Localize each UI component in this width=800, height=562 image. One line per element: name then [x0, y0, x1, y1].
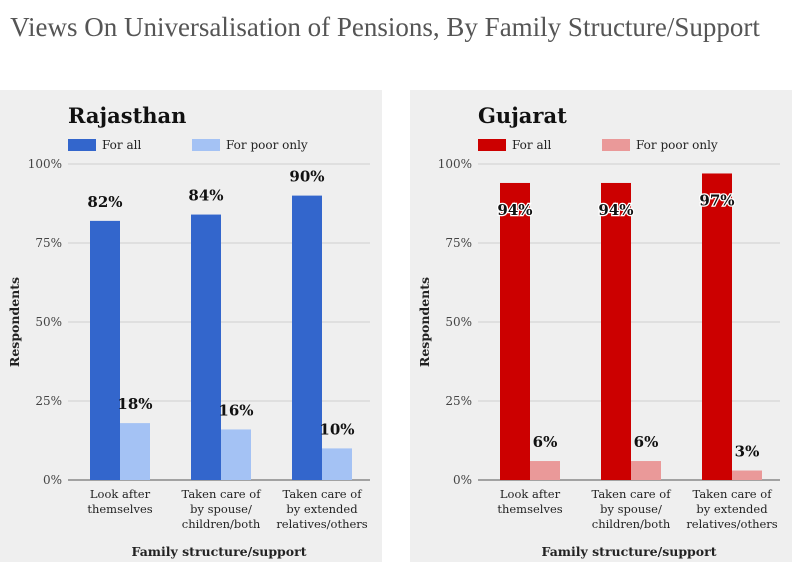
- data-label-for-all-0: 94%: [497, 201, 532, 219]
- y-axis-title: Respondents: [7, 277, 22, 367]
- x-tick-label-2: Taken care of by extended relatives/others: [686, 487, 777, 531]
- chart-panel-gujarat: Gujarat For all For poor only 0% 25% 50% 75% 10…: [410, 90, 792, 562]
- x-tick-label-0: Look after themselves: [87, 487, 152, 516]
- x-tick-label-1: Taken care of by spouse/children/both: [592, 487, 672, 531]
- legend-label-for-poor-only: For poor only: [636, 138, 718, 152]
- page-title: Views On Universalisation of Pensions, B…: [10, 12, 760, 42]
- y-tick-label: 0%: [453, 473, 472, 487]
- y-tick-label: 50%: [445, 315, 472, 329]
- bar-for-poor-only-2: [732, 470, 762, 480]
- bar-for-all-2: [292, 195, 322, 480]
- chart-panel-rajasthan: Rajasthan For all For poor only 0% 25% 50% 75%…: [0, 90, 382, 562]
- x-axis-title: Family structure/support: [542, 544, 717, 559]
- data-label-for-poor-only-1: 16%: [218, 401, 253, 419]
- bar-for-all-1: [601, 182, 631, 480]
- data-label-for-all-2: 97%: [699, 191, 734, 209]
- bar-for-poor-only-0: [120, 423, 150, 480]
- y-tick-label: 75%: [35, 236, 62, 250]
- legend-label-for-poor-only: For poor only: [226, 138, 308, 152]
- x-axis-title: Family structure/support: [132, 544, 307, 559]
- data-label-for-all-0: 82%: [87, 193, 122, 211]
- bar-for-poor-only-2: [322, 448, 352, 480]
- chart-svg-rajasthan: Rajasthan For all For poor only 0% 25% 50% 75%…: [7, 103, 370, 559]
- data-label-for-poor-only-2: 3%: [735, 443, 760, 461]
- y-tick-label: 25%: [445, 394, 472, 408]
- legend-swatch-for-poor-only: [602, 139, 630, 151]
- bar-for-all-0: [90, 220, 120, 480]
- y-tick-label: 0%: [43, 473, 62, 487]
- bar-for-all-1: [191, 214, 221, 480]
- bar-for-poor-only-1: [631, 461, 661, 480]
- y-axis-title: Respondents: [417, 277, 432, 367]
- x-tick-label-1: Taken care of by spouse/children/both: [182, 487, 262, 531]
- y-tick-label: 75%: [445, 236, 472, 250]
- data-label-for-all-2: 90%: [289, 168, 324, 186]
- y-tick-label: 25%: [35, 394, 62, 408]
- chart-svg-gujarat: Gujarat For all For poor only 0% 25% 50% 75% 10…: [417, 103, 780, 559]
- x-tick-label-0: Look after themselves: [497, 487, 562, 516]
- bar-for-all-0: [500, 182, 530, 480]
- data-label-for-all-1: 94%: [598, 201, 633, 219]
- y-tick-label: 100%: [438, 157, 472, 171]
- legend-label-for-all: For all: [102, 138, 141, 152]
- legend-swatch-for-poor-only: [192, 139, 220, 151]
- y-tick-label: 50%: [35, 315, 62, 329]
- y-tick-label: 100%: [28, 157, 62, 171]
- data-label-for-poor-only-0: 18%: [117, 395, 152, 413]
- data-label-for-all-1: 84%: [188, 187, 223, 205]
- bar-for-all-2: [702, 173, 732, 480]
- legend-swatch-for-all: [478, 139, 506, 151]
- panel-title-rajasthan: Rajasthan: [68, 103, 186, 128]
- x-tick-label-2: Taken care of by extended relatives/others: [276, 487, 367, 531]
- bar-for-poor-only-0: [530, 461, 560, 480]
- bar-for-poor-only-1: [221, 429, 251, 480]
- data-label-for-poor-only-1: 6%: [634, 433, 659, 451]
- legend-label-for-all: For all: [512, 138, 551, 152]
- data-label-for-poor-only-0: 6%: [533, 433, 558, 451]
- legend-swatch-for-all: [68, 139, 96, 151]
- panel-title-gujarat: Gujarat: [478, 103, 567, 128]
- data-label-for-poor-only-2: 10%: [319, 420, 354, 438]
